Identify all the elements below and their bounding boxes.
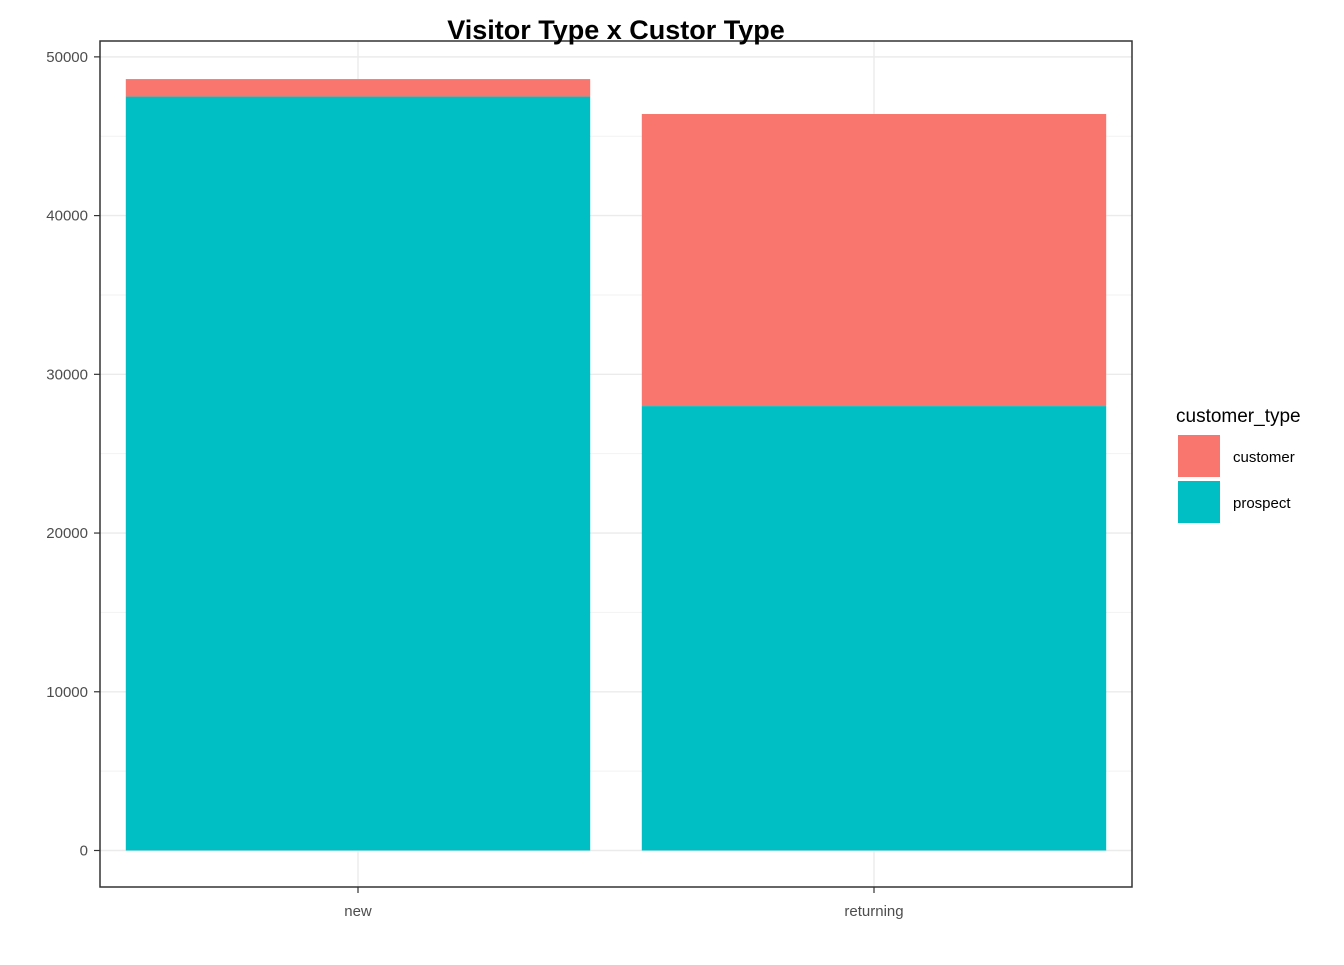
- chart-title: Visitor Type x Custor Type: [447, 15, 785, 45]
- y-tick-label: 30000: [46, 366, 88, 383]
- panel-border: [99, 40, 1133, 888]
- legend-title: customer_type: [1176, 406, 1301, 427]
- bar-customer-new: [125, 79, 591, 97]
- y-tick-label: 10000: [46, 684, 88, 701]
- legend-label-customer: customer: [1233, 449, 1295, 466]
- bar-customer-returning: [641, 114, 1107, 407]
- y-tick-label: 0: [80, 842, 88, 859]
- legend: customer_type customer prospect: [1176, 406, 1301, 523]
- bars: [125, 79, 1107, 851]
- legend-key-prospect: [1178, 481, 1220, 523]
- axes: 0 10000 20000 30000 40000 50000 new returning: [46, 49, 903, 920]
- legend-key-customer: [1178, 435, 1220, 477]
- y-tick-label: 20000: [46, 525, 88, 542]
- x-tick-label: new: [344, 903, 372, 920]
- x-tick-label: returning: [844, 903, 903, 920]
- legend-label-prospect: prospect: [1233, 495, 1291, 512]
- bar-prospect-new: [125, 96, 591, 851]
- y-tick-label: 50000: [46, 49, 88, 66]
- bar-prospect-returning: [641, 406, 1107, 851]
- y-tick-label: 40000: [46, 208, 88, 225]
